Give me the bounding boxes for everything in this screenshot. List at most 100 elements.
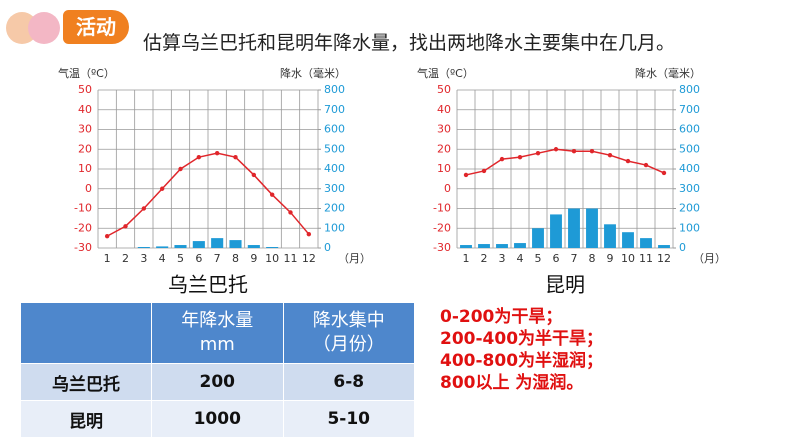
cell: 200 [151,363,284,401]
header-text: 降水集中 [312,310,385,331]
y2-tick-label: 0 [324,241,331,254]
cell: 昆明 [20,400,152,438]
temperature-line [465,148,665,176]
temperature-point [178,166,183,172]
bar [514,243,526,248]
x-tick-label: 1 [104,252,111,265]
header-text: mm [199,334,235,355]
x-axis-label: （月） [338,252,371,265]
temperature-point [104,233,110,239]
header-cell: 降水集中 （月份） [282,302,415,364]
x-tick-label: 10 [265,252,279,265]
bar [604,224,616,248]
cell: 1000 [151,400,284,438]
icon [28,12,60,44]
header-text: 年降水量 [181,310,254,331]
x-tick-label: 7 [571,252,578,265]
y-tick-label: -30 [433,241,451,254]
bar [137,247,150,248]
temperature-point [571,149,577,154]
y-tick-label: 10 [437,162,451,175]
bar [478,244,490,248]
temperature-point [159,186,165,191]
y-tick-label: 30 [437,123,451,136]
cell: 乌兰巴托 [20,363,152,401]
temperature-point [269,192,275,197]
x-tick-label: 3 [499,252,506,265]
y2-axis-label: 降水（毫米） [635,66,701,80]
temperature-point [535,151,541,156]
y-tick-label: -20 [433,221,451,234]
bar [460,245,472,248]
y2-axis-label: 降水（毫米） [280,66,346,80]
temperature-point [553,147,559,152]
y-tick-label: -20 [74,221,92,234]
x-tick-label: 9 [607,252,614,265]
y2-tick-label: 600 [679,123,700,136]
y2-tick-label: 700 [324,103,345,116]
y-axis-label: 气温（ºC） [417,66,474,80]
bar [156,246,169,248]
y2-tick-label: 200 [324,202,345,215]
y2-tick-label: 700 [679,103,700,116]
chart-title: 乌兰巴托 [168,273,248,297]
y-tick-label: 40 [437,103,451,116]
y2-tick-label: 800 [324,83,345,96]
y-tick-label: -10 [433,202,451,215]
bar [266,247,279,248]
bar [532,228,544,248]
x-tick-label: 8 [589,252,596,265]
slide-title: 估算乌兰巴托和昆明年降水量，找出两地降水主要集中在几月。 [143,32,676,54]
x-tick-label: 5 [535,252,542,265]
y2-tick-label: 0 [679,241,686,254]
temperature-point [661,170,667,176]
badge: 活动 [63,10,129,44]
temperature-point [123,224,128,229]
x-tick-label: 10 [621,252,635,265]
y-tick-label: 50 [437,83,451,96]
chart-title: 昆明 [545,273,585,297]
y2-tick-label: 800 [679,83,700,96]
temperature-point [463,172,469,178]
x-tick-label: 6 [195,252,202,265]
y-tick-label: 0 [85,182,92,195]
y-tick-label: -10 [74,202,92,215]
temperature-point [607,152,613,158]
y-tick-label: -30 [74,241,92,254]
temperature-point [214,151,220,156]
y2-tick-label: 100 [679,221,700,234]
x-tick-label: 11 [639,252,653,265]
x-tick-label: 3 [140,252,147,265]
note: 400-800为半湿润； [440,351,604,371]
x-tick-label: 8 [232,252,239,265]
bar [550,214,562,248]
cell: 6-8 [282,363,415,401]
bar [568,208,580,248]
temperature-point [589,149,595,154]
x-tick-label: 6 [553,252,560,265]
notes: 0-200为干旱； 200-400为半干旱； 400-800为半湿润； 800以… [440,306,603,394]
bar [622,232,634,248]
y2-tick-label: 600 [324,123,345,136]
y-tick-label: 40 [78,103,92,116]
note: 0-200为干旱； [440,307,563,327]
temperature-line [106,152,310,237]
x-tick-label: 12 [302,252,316,265]
y-tick-label: 20 [78,142,92,155]
y-tick-label: 30 [78,123,92,136]
y-axis-label: 气温（ºC） [58,66,115,80]
bar [174,245,187,248]
y-tick-label: 0 [444,182,451,195]
temperature-point [517,154,523,160]
y2-tick-label: 400 [679,162,700,175]
bar [640,238,652,248]
y-tick-label: 50 [78,83,92,96]
y2-tick-label: 400 [324,162,345,175]
temperature-point [625,158,631,164]
x-tick-label: 2 [122,252,129,265]
icon [6,12,38,44]
y2-tick-label: 200 [679,202,700,215]
temperature-point [251,172,257,178]
header-text: （月份） [312,334,385,355]
